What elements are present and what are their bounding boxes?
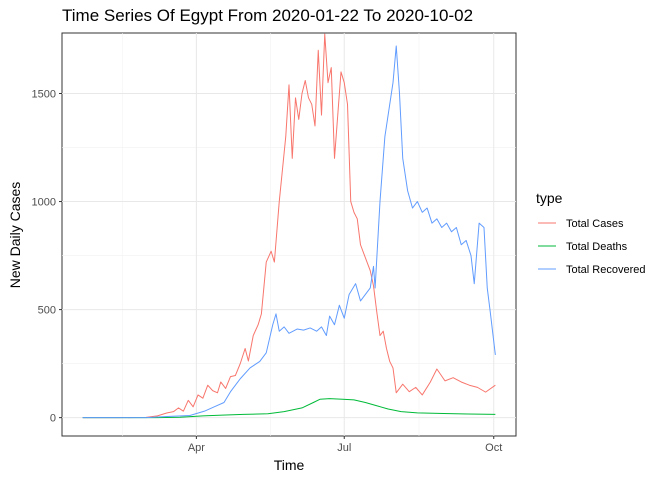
x-axis-label: Time — [274, 457, 305, 473]
legend: type Total Cases Total Deaths Total Recove… — [536, 190, 646, 276]
y-axis-label: New Daily Cases — [7, 182, 23, 289]
y-axis-ticks: 0 500 1000 1500 — [32, 89, 62, 425]
series-line-total-cases — [82, 33, 496, 419]
legend-label-total-deaths: Total Deaths — [566, 241, 628, 253]
series-group — [82, 33, 496, 419]
legend-label-total-recovered: Total Recovered — [566, 264, 646, 276]
series-line-total-recovered — [82, 45, 496, 419]
y-tick-label: 500 — [38, 305, 56, 317]
legend-title: type — [536, 190, 563, 206]
y-tick-label: 0 — [50, 413, 56, 425]
chart-title: Time Series Of Egypt From 2020-01-22 To … — [62, 6, 474, 25]
x-tick-label: Jul — [337, 442, 351, 454]
y-tick-label: 1500 — [32, 89, 56, 101]
grid-lines — [62, 33, 516, 436]
legend-label-total-cases: Total Cases — [566, 218, 624, 230]
plot-panel — [61, 32, 517, 437]
y-tick-label: 1000 — [32, 197, 56, 209]
series-line-total-deaths — [82, 398, 496, 419]
x-tick-label: Apr — [188, 442, 205, 454]
x-tick-label: Oct — [485, 442, 502, 454]
x-axis-ticks: Apr Jul Oct — [188, 436, 502, 454]
